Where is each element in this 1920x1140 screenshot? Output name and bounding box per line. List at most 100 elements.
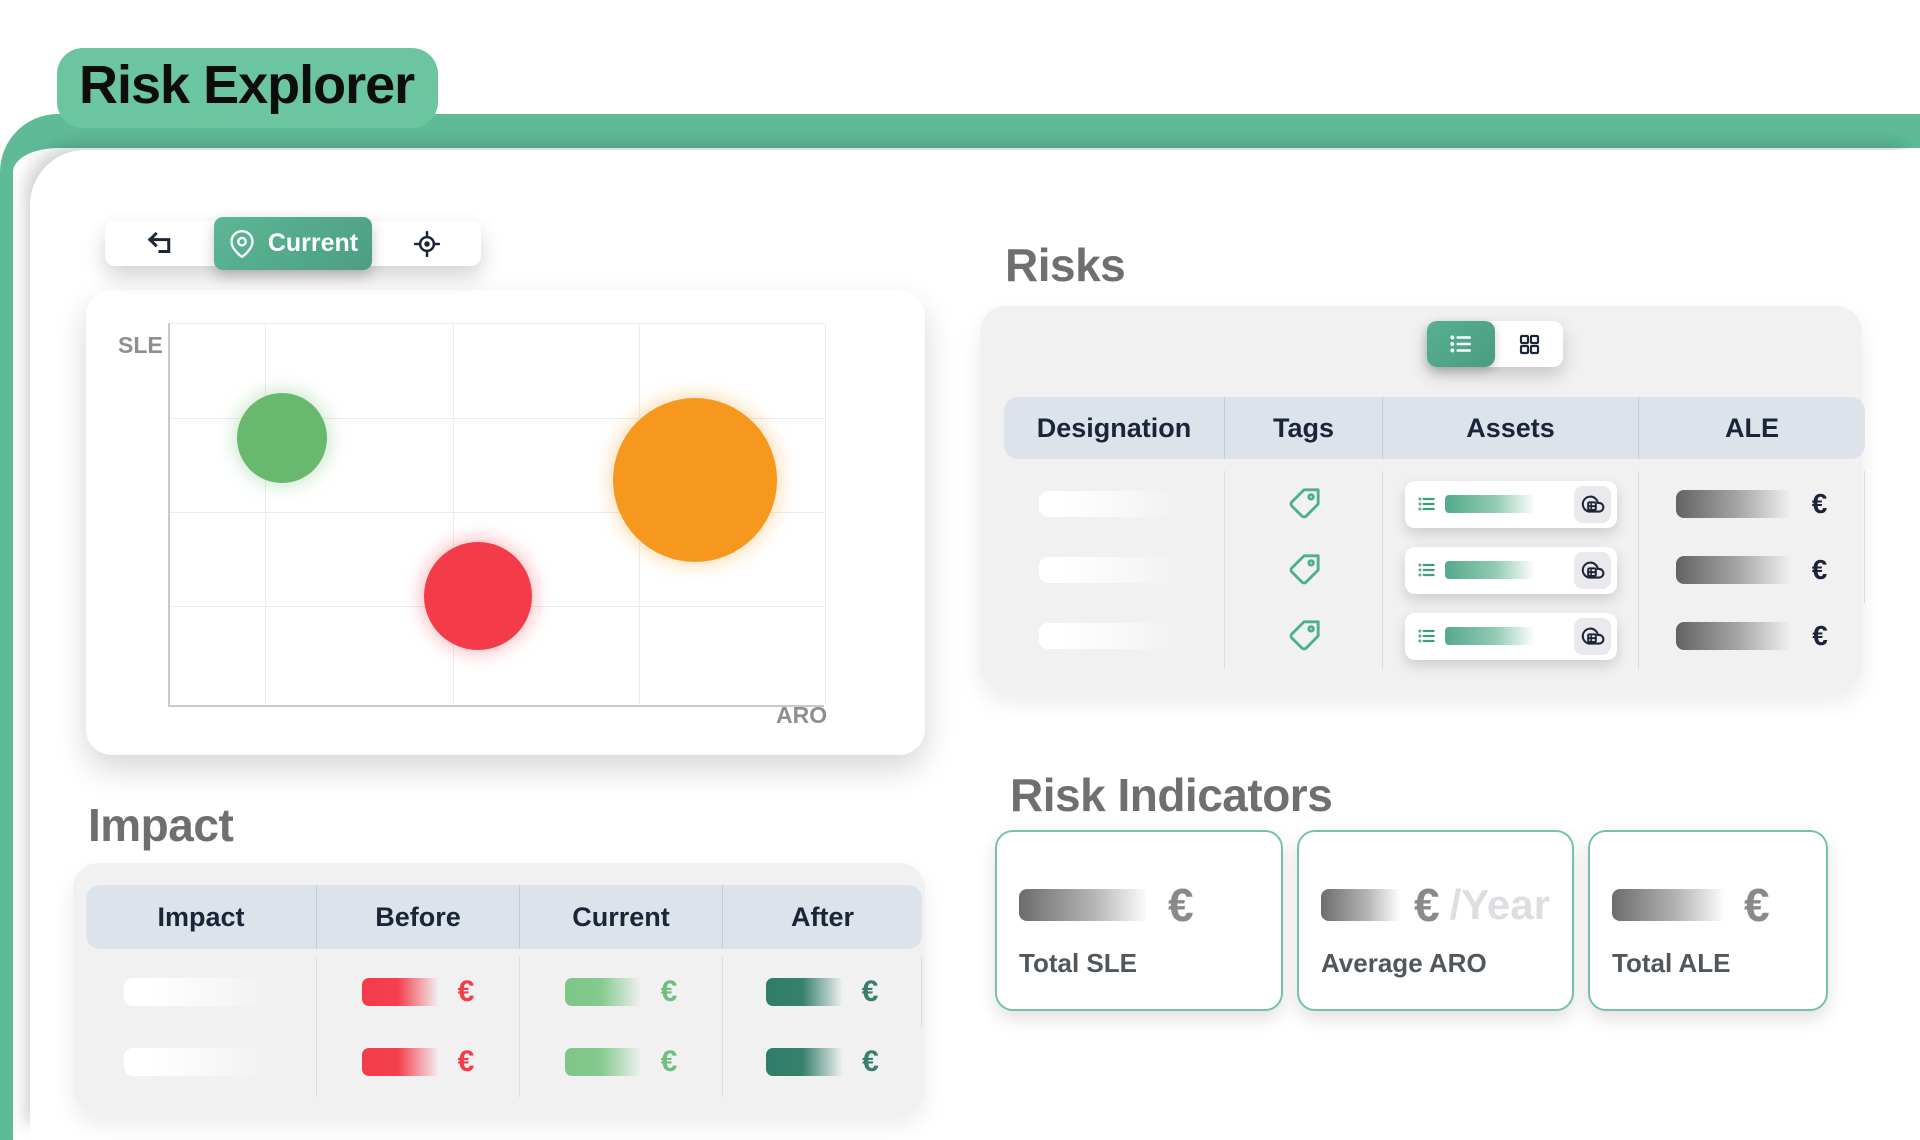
risk-bubble-low-risk[interactable] bbox=[236, 393, 327, 484]
grid-view-icon bbox=[1517, 332, 1541, 356]
grid-view-button[interactable] bbox=[1495, 321, 1563, 367]
locate-button[interactable] bbox=[372, 221, 481, 266]
designation-cell bbox=[1004, 603, 1225, 669]
currency-symbol: € bbox=[660, 975, 678, 1008]
currency-symbol: € bbox=[861, 975, 879, 1008]
impact-header-row: Impact Before Current After bbox=[86, 885, 922, 949]
before-cell: € bbox=[317, 1027, 520, 1097]
crosshair-locate-icon bbox=[412, 229, 442, 259]
header-cell-before: Before bbox=[317, 885, 520, 949]
impact-table: Impact Before Current After € € € € € € bbox=[86, 885, 922, 1097]
ale-cell: € bbox=[1639, 471, 1865, 537]
designation-cell bbox=[1004, 537, 1225, 603]
after-cell: € bbox=[723, 957, 922, 1027]
currency-symbol: € bbox=[1168, 879, 1194, 931]
ale-skeleton bbox=[1676, 622, 1797, 650]
header-cell-ale: ALE bbox=[1725, 412, 1779, 443]
assets-cell bbox=[1383, 537, 1639, 603]
assets-cell bbox=[1383, 471, 1639, 537]
impact-cell bbox=[86, 1027, 317, 1097]
bubble-chart-plot bbox=[168, 323, 826, 707]
tag-icon bbox=[1287, 487, 1321, 521]
ale-cell: € bbox=[1639, 603, 1865, 669]
header-cell-assets: Assets bbox=[1383, 397, 1639, 459]
cloud-asset-icon bbox=[1579, 557, 1605, 583]
y-axis-label: SLE bbox=[118, 332, 163, 358]
designation-skeleton bbox=[1039, 623, 1189, 649]
grid-line bbox=[265, 323, 266, 705]
designation-skeleton bbox=[1039, 491, 1189, 517]
currency-symbol: € bbox=[1811, 554, 1828, 585]
view-toggle bbox=[1427, 321, 1563, 367]
indicator-label: Average ARO bbox=[1321, 948, 1487, 978]
list-view-button[interactable] bbox=[1427, 321, 1495, 367]
designation-cell bbox=[1004, 471, 1225, 537]
impact-cell bbox=[86, 957, 317, 1027]
brand-frame bbox=[0, 114, 1920, 1140]
grid-line bbox=[453, 323, 454, 705]
asset-chip[interactable] bbox=[1404, 546, 1617, 594]
asset-progress-bar bbox=[1444, 495, 1535, 513]
risks-heading: Risks bbox=[1005, 239, 1126, 291]
asset-progress-bar bbox=[1444, 627, 1535, 645]
asset-type-badge bbox=[1573, 485, 1611, 523]
asset-list-icon bbox=[1417, 494, 1437, 514]
current-button-label: Current bbox=[267, 229, 359, 257]
bubble-chart-card: SLE ARO bbox=[86, 290, 925, 755]
current-bar bbox=[564, 1048, 645, 1076]
impact-heading: Impact bbox=[88, 799, 234, 851]
grid-line bbox=[825, 323, 826, 705]
grid-line bbox=[170, 512, 824, 513]
header-cell-designation: Designation bbox=[1004, 397, 1225, 459]
asset-chip[interactable] bbox=[1404, 480, 1617, 528]
impact-panel: Impact Before Current After € € € € € € bbox=[73, 863, 925, 1115]
total-ale-skeleton-bar bbox=[1612, 889, 1730, 921]
current-cell: € bbox=[520, 957, 723, 1027]
impact-skeleton bbox=[123, 978, 279, 1006]
risk-bubble-medium-risk[interactable] bbox=[424, 541, 533, 650]
currency-symbol: € bbox=[660, 1045, 678, 1078]
indicator-card-total-ale: € Total ALE bbox=[1588, 830, 1828, 1011]
cloud-asset-icon bbox=[1579, 623, 1605, 649]
header-cell-tags: Tags bbox=[1225, 397, 1383, 459]
list-view-icon bbox=[1448, 331, 1474, 357]
header-cell-current: Current bbox=[520, 885, 723, 949]
cloud-asset-icon bbox=[1579, 491, 1605, 517]
indicator-label: Total ALE bbox=[1612, 948, 1731, 978]
currency-symbol: € bbox=[457, 1045, 475, 1078]
tags-cell bbox=[1225, 537, 1383, 603]
grid-line bbox=[170, 323, 824, 324]
ale-cell: € bbox=[1639, 537, 1865, 603]
indicators-heading: Risk Indicators bbox=[1010, 769, 1333, 821]
tags-cell bbox=[1225, 471, 1383, 537]
currency-symbol: € bbox=[1811, 488, 1828, 519]
risk-bubble-high-risk[interactable] bbox=[612, 398, 777, 563]
page-title: Risk Explorer bbox=[57, 48, 439, 128]
current-button[interactable]: Current bbox=[214, 217, 372, 270]
indicator-cards-row: € Total SLE €/Year Average ARO € Total A… bbox=[995, 830, 1828, 1011]
indicator-card-total-sle: € Total SLE bbox=[995, 830, 1283, 1011]
tags-cell bbox=[1225, 603, 1383, 669]
assets-cell bbox=[1383, 603, 1639, 669]
header-cell-after: After bbox=[790, 901, 854, 932]
tag-icon bbox=[1287, 619, 1321, 653]
asset-type-badge bbox=[1573, 551, 1611, 589]
per-year-suffix: /Year bbox=[1449, 881, 1550, 928]
asset-list-icon bbox=[1417, 626, 1437, 646]
indicator-card-average-aro: €/Year Average ARO bbox=[1297, 830, 1574, 1011]
grid-line bbox=[170, 418, 824, 419]
currency-symbol: € bbox=[457, 975, 475, 1008]
header-cell-impact: Impact bbox=[86, 885, 317, 949]
chart-toolbar: Current bbox=[105, 217, 481, 270]
currency-symbol: € bbox=[1744, 879, 1770, 931]
total-sle-skeleton-bar bbox=[1019, 889, 1154, 921]
designation-skeleton bbox=[1039, 557, 1189, 583]
risks-header-row: Designation Tags Assets ALE bbox=[1004, 397, 1865, 459]
before-bar bbox=[361, 978, 442, 1006]
back-button[interactable] bbox=[105, 221, 214, 266]
asset-list-icon bbox=[1417, 560, 1437, 580]
asset-type-badge bbox=[1573, 617, 1611, 655]
current-cell: € bbox=[520, 1027, 723, 1097]
after-bar bbox=[766, 1048, 847, 1076]
asset-chip[interactable] bbox=[1404, 612, 1617, 660]
